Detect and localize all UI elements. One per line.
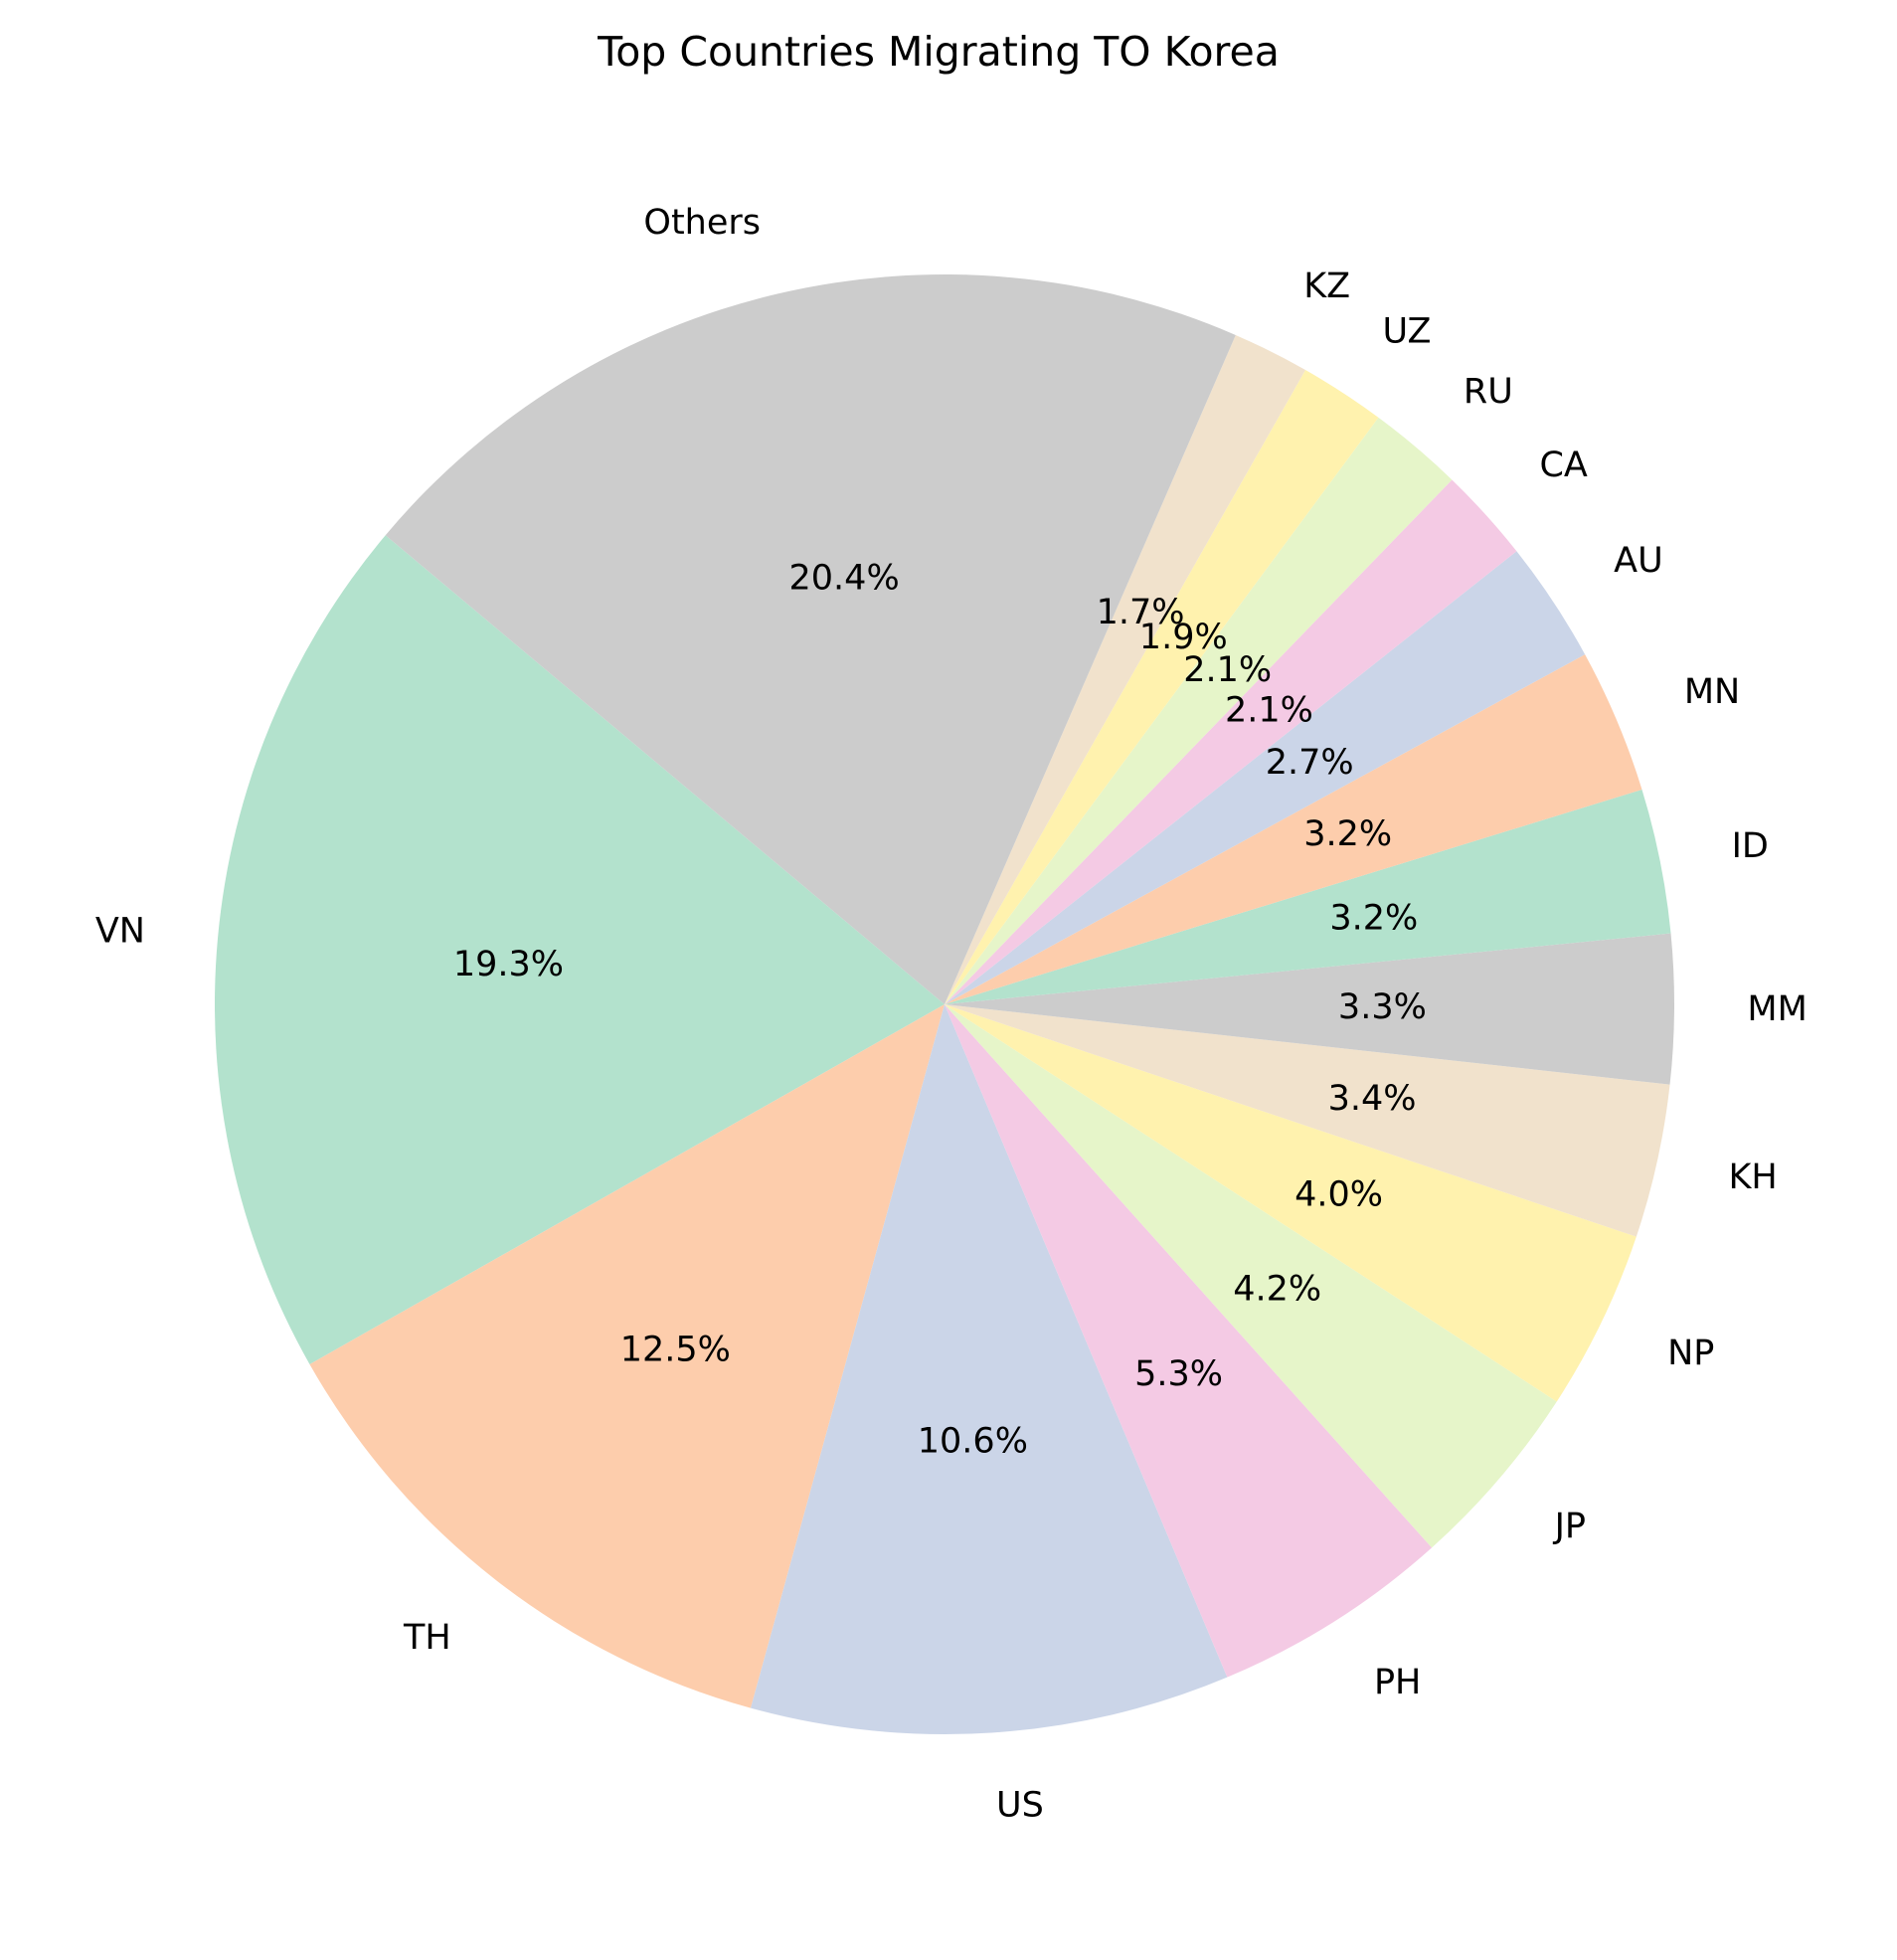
pie-slice-np: [945, 1004, 1637, 1402]
percent-label-mm: 3.3%: [1338, 987, 1427, 1027]
percent-label-others: 20.4%: [789, 558, 900, 598]
pie-slice-others: [385, 274, 1236, 1005]
percent-label-id: 3.2%: [1329, 898, 1418, 938]
percent-label-kh: 3.4%: [1328, 1079, 1417, 1119]
pie-slice-ph: [945, 1004, 1433, 1678]
pie-slice-uz: [945, 370, 1379, 1004]
percent-label-ph: 5.3%: [1134, 1354, 1223, 1394]
category-label-id: ID: [1732, 826, 1769, 866]
category-label-jp: JP: [1553, 1507, 1586, 1546]
category-label-kh: KH: [1728, 1158, 1777, 1197]
percent-label-au: 2.7%: [1266, 743, 1354, 783]
pie-slice-ru: [945, 417, 1453, 1005]
category-label-ph: PH: [1374, 1663, 1421, 1702]
pie-category-labels: VN TH US PH JP NP KH MM ID MN AU CA RU UZ KZ Others: [95, 203, 1808, 1826]
pie-slice-vn: [214, 535, 945, 1364]
category-label-th: TH: [403, 1618, 451, 1658]
pie-slices: [214, 274, 1675, 1734]
pie-slice-jp: [945, 1004, 1557, 1548]
percent-label-ca: 2.1%: [1225, 690, 1313, 730]
percent-label-vn: 19.3%: [453, 945, 564, 984]
percent-label-jp: 4.2%: [1233, 1269, 1321, 1309]
pie-slice-th: [309, 1004, 945, 1708]
pie-slice-mn: [945, 654, 1642, 1004]
pie-slice-ca: [945, 479, 1517, 1004]
pie-slice-kh: [945, 1004, 1670, 1237]
pie-slice-mm: [945, 933, 1675, 1085]
category-label-vn: VN: [95, 911, 145, 951]
percent-label-ru: 2.1%: [1183, 650, 1272, 690]
percent-label-kz: 1.7%: [1097, 593, 1185, 632]
pie-slice-kz: [945, 334, 1305, 1004]
percent-label-th: 12.5%: [620, 1330, 731, 1369]
category-label-ru: RU: [1464, 372, 1513, 412]
pie-slice-id: [945, 789, 1671, 1004]
pie-slice-us: [751, 1004, 1228, 1734]
category-label-uz: UZ: [1382, 311, 1431, 351]
category-label-ca: CA: [1539, 445, 1587, 485]
category-label-kz: KZ: [1303, 267, 1350, 306]
category-label-np: NP: [1667, 1334, 1714, 1373]
pie-percentage-labels: 19.3% 12.5% 10.6% 5.3% 4.2% 4.0% 3.4% 3.3% 3.2% 3…: [453, 558, 1427, 1461]
percent-label-mn: 3.2%: [1303, 814, 1392, 854]
percent-label-np: 4.0%: [1294, 1174, 1383, 1214]
category-label-us: US: [996, 1786, 1044, 1826]
pie-slice-au: [945, 551, 1586, 1004]
category-label-au: AU: [1614, 541, 1663, 581]
category-label-others: Others: [643, 203, 761, 243]
percent-label-us: 10.6%: [918, 1421, 1028, 1461]
percent-label-uz: 1.9%: [1139, 618, 1228, 657]
chart-title: Top Countries Migrating TO Korea: [597, 28, 1280, 76]
category-label-mn: MN: [1684, 672, 1740, 712]
category-label-mm: MM: [1747, 989, 1807, 1029]
